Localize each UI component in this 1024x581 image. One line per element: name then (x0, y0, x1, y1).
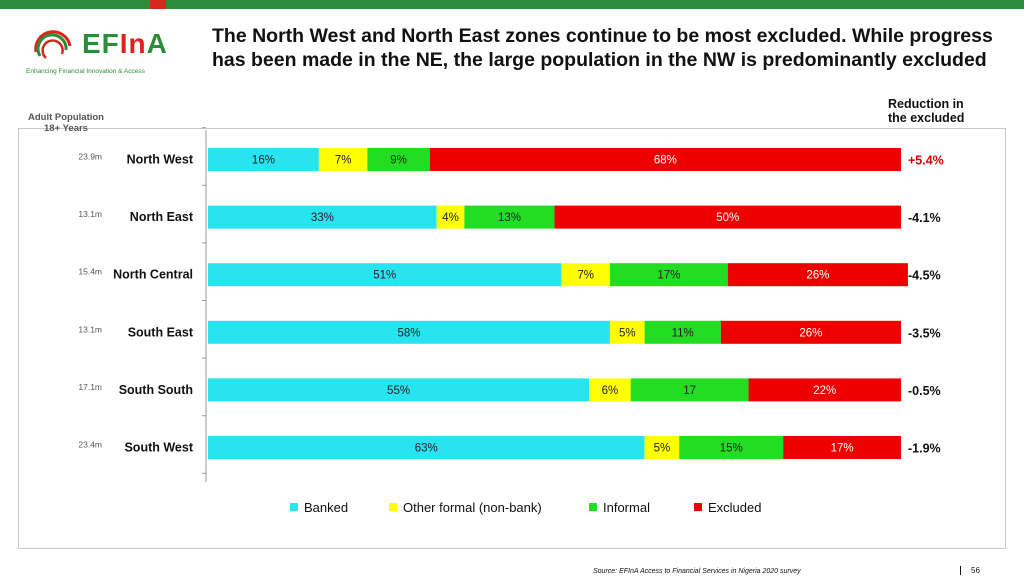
bar-data-label: 7% (335, 155, 352, 167)
top-bar-accent (150, 0, 166, 9)
legend-label: Banked (304, 500, 349, 515)
bar-segment-informal (679, 436, 784, 459)
bar-data-label: 22% (813, 385, 836, 397)
reduction-value: -1.9% (908, 442, 941, 456)
reduction-header-line1: Reduction in (888, 97, 964, 111)
population-label: 17.1m (78, 382, 102, 392)
bar-segment-other-formal-non-bank (436, 205, 465, 229)
bar-data-label: 7% (577, 270, 594, 282)
population-label: 13.1m (78, 209, 102, 219)
bar-segment-other-formal-non-bank (644, 436, 680, 459)
bar-data-label: 4% (442, 212, 459, 224)
bar-segment-banked (208, 205, 437, 229)
population-label: 15.4m (78, 267, 102, 277)
bar-segment-informal (630, 378, 749, 402)
bar-segment-excluded (783, 436, 901, 459)
bar-data-label: 15% (720, 443, 743, 455)
reduction-header-line2: the excluded (888, 111, 965, 125)
bar-segment-excluded (720, 320, 901, 344)
bar-segment-banked (208, 148, 319, 171)
category-label: North Central (113, 268, 193, 282)
legend-swatch (290, 503, 298, 511)
bar-segment-excluded (748, 378, 901, 402)
bar-data-label: 13% (498, 212, 521, 224)
bar-segment-banked (208, 320, 610, 344)
bar-segment-informal (367, 148, 430, 171)
category-label: North East (130, 210, 194, 224)
bar-data-label: 26% (806, 270, 829, 282)
bar-data-label: 58% (397, 327, 420, 339)
bar-segment-informal (644, 320, 721, 344)
bar-segment-other-formal-non-bank (318, 148, 368, 171)
bar-data-label: 26% (799, 327, 822, 339)
population-header-line1: Adult Population (28, 112, 104, 123)
legend-swatch (589, 503, 597, 511)
top-bar (0, 0, 1024, 9)
reduction-value: -4.5% (908, 269, 941, 283)
category-label: South East (128, 325, 194, 339)
bar-segment-banked (208, 263, 562, 287)
bar-data-label: 17% (831, 443, 854, 455)
legend-label: Informal (603, 500, 650, 515)
reduction-value: -3.5% (908, 326, 941, 340)
bar-data-label: 68% (654, 155, 677, 167)
bar-segment-banked (208, 436, 645, 459)
bar-segment-excluded (727, 263, 908, 287)
bar-segment-informal (464, 205, 555, 229)
bar-segment-excluded (554, 205, 901, 229)
bar-data-label: 33% (311, 212, 334, 224)
slide-title: The North West and North East zones cont… (212, 25, 993, 71)
population-header-line2: 18+ Years (44, 123, 88, 134)
bar-data-label: 63% (415, 443, 438, 455)
bar-data-label: 6% (602, 385, 619, 397)
bar-segment-excluded (429, 148, 901, 171)
bar-data-label: 51% (373, 270, 396, 282)
bar-data-label: 55% (387, 385, 410, 397)
reduction-header: Reduction in the excluded (888, 97, 964, 125)
bar-data-label: 9% (390, 155, 407, 167)
legend-item: Excluded (694, 500, 761, 515)
bar-segment-banked (208, 378, 590, 402)
efina-logo: EFInA Enhancing Financial Innovation & A… (24, 22, 189, 84)
bar-data-label: 17% (657, 270, 680, 282)
population-label: 23.9m (78, 152, 102, 162)
category-label: North West (127, 153, 194, 167)
chart-frame (18, 128, 1006, 549)
reduction-value: -4.1% (908, 211, 941, 225)
legend-label: Excluded (708, 500, 762, 515)
population-label: 13.1m (78, 324, 102, 334)
reduction-value: +5.4% (908, 154, 944, 168)
legend-swatch (389, 503, 397, 511)
bar-segment-other-formal-non-bank (589, 378, 631, 402)
chart-legend: Banked Other formal (non-bank) Informal Exc… (0, 500, 1024, 516)
source-note: Source: EFInA Access to Financial Servic… (593, 568, 801, 575)
legend-swatch (694, 503, 702, 511)
legend-item: Other formal (non-bank) (389, 500, 542, 515)
logo-swirl-icon (34, 30, 72, 59)
page-number: 56 (960, 566, 980, 575)
bar-data-label: 50% (716, 212, 739, 224)
bar-segment-other-formal-non-bank (609, 320, 645, 344)
bar-segment-other-formal-non-bank (561, 263, 610, 287)
legend-label: Other formal (non-bank) (403, 500, 542, 515)
bar-data-label: 5% (619, 327, 636, 339)
logo-wordmark: EFInA (82, 28, 168, 59)
category-label: South South (119, 383, 193, 397)
bar-data-label: 11% (672, 327, 694, 339)
category-label: South West (124, 441, 193, 455)
population-label: 23.4m (78, 440, 102, 450)
reduction-value: -0.5% (908, 384, 941, 398)
legend-item: Informal (589, 500, 650, 515)
bar-data-label: 16% (252, 155, 275, 167)
legend-item: Banked (290, 500, 348, 515)
bar-segment-informal (609, 263, 728, 287)
logo-tagline: Enhancing Financial Innovation & Access (26, 68, 145, 75)
bar-data-label: 17 (683, 385, 696, 397)
bar-data-label: 5% (654, 443, 671, 455)
